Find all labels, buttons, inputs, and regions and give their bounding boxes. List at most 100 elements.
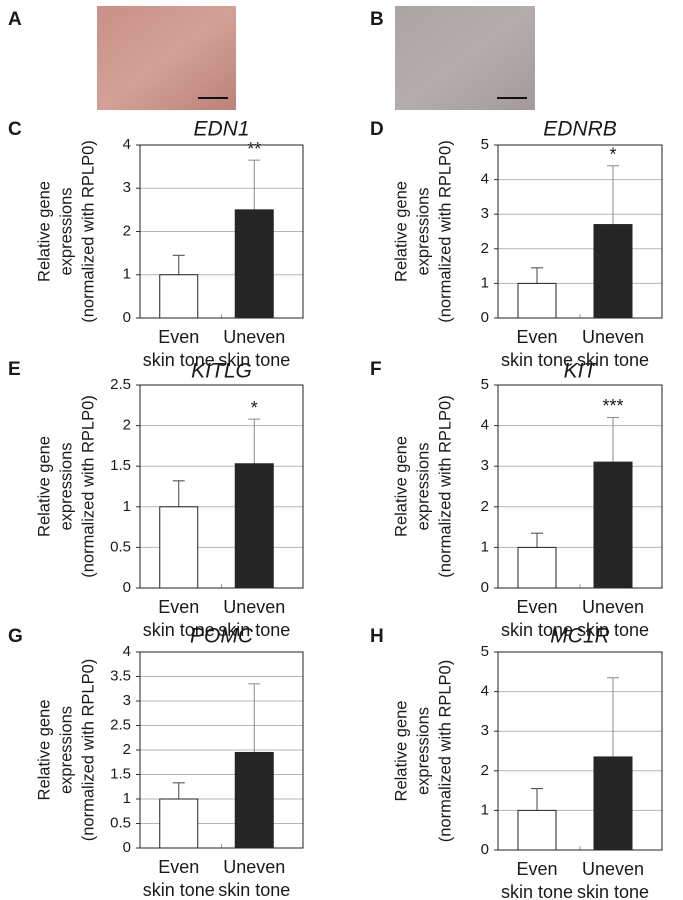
- y-axis-label: (normalized with RPLP0): [79, 140, 97, 322]
- bar: [234, 751, 274, 849]
- y-tick-label: 0: [481, 579, 489, 596]
- y-axis-label: Relative gene: [392, 701, 410, 802]
- y-axis-label: expressions: [57, 187, 75, 275]
- x-tick-label: Uneven: [223, 597, 285, 617]
- significance-label: ***: [602, 396, 623, 416]
- bar: [517, 809, 557, 851]
- x-tick-label: Even: [516, 859, 557, 879]
- y-axis-label: (normalized with RPLP0): [79, 659, 97, 841]
- x-tick-label: skin tone: [577, 350, 649, 370]
- panel-label: E: [8, 359, 21, 380]
- y-tick-label: 2: [123, 222, 131, 239]
- y-tick-label: 4: [123, 136, 131, 153]
- y-tick-label: 2.5: [110, 716, 131, 733]
- y-tick-label: 2: [123, 417, 131, 434]
- y-tick-label: 0: [123, 309, 131, 326]
- chart-title: MC1R: [550, 625, 610, 648]
- x-tick-label: Uneven: [582, 597, 644, 617]
- x-tick-label: skin tone: [218, 620, 290, 640]
- panel-label: C: [8, 119, 22, 140]
- y-tick-label: 3: [123, 179, 131, 196]
- x-tick-label: skin tone: [143, 620, 215, 640]
- x-tick-label: Uneven: [582, 859, 644, 879]
- x-tick-label: Uneven: [582, 327, 644, 347]
- chart-title: KITLG: [191, 360, 252, 383]
- y-tick-label: 5: [481, 136, 489, 153]
- y-tick-label: 3: [481, 205, 489, 222]
- y-tick-label: 1: [481, 538, 489, 555]
- plot-frame: [139, 144, 304, 319]
- y-tick-label: 0.5: [110, 538, 131, 555]
- y-axis-label: (normalized with RPLP0): [436, 660, 454, 842]
- bar: [234, 209, 274, 319]
- y-axis-label: (normalized with RPLP0): [436, 395, 454, 577]
- y-tick-label: 0: [123, 579, 131, 596]
- x-tick-label: Even: [516, 327, 557, 347]
- y-tick-label: 4: [481, 171, 489, 188]
- y-tick-label: 1: [123, 498, 131, 515]
- y-tick-label: 2: [481, 240, 489, 257]
- y-tick-label: 1: [481, 801, 489, 818]
- chart-title: EDN1: [193, 118, 249, 141]
- bar: [517, 282, 557, 319]
- y-tick-label: 0: [123, 839, 131, 856]
- y-tick-label: 1.5: [110, 457, 131, 474]
- y-axis-label: Relative gene: [392, 436, 410, 537]
- x-tick-label: skin tone: [501, 882, 573, 900]
- chart-title: KIT: [564, 360, 599, 383]
- panel-label: A: [8, 9, 22, 30]
- significance-label: *: [609, 145, 616, 165]
- x-tick-label: skin tone: [143, 350, 215, 370]
- y-tick-label: 1: [123, 790, 131, 807]
- y-axis-label: Relative gene: [392, 181, 410, 282]
- panel-label: D: [370, 119, 384, 140]
- skin-photo: [97, 6, 236, 110]
- x-tick-label: Uneven: [223, 327, 285, 347]
- x-tick-label: skin tone: [218, 880, 290, 900]
- bar: [234, 463, 274, 589]
- y-tick-label: 4: [481, 683, 489, 700]
- y-tick-label: 2.5: [110, 376, 131, 393]
- y-tick-label: 1.5: [110, 765, 131, 782]
- panel-label: B: [370, 9, 384, 30]
- y-axis-label: Relative gene: [35, 436, 53, 537]
- y-tick-label: 2: [481, 762, 489, 779]
- bar: [159, 274, 199, 319]
- y-tick-label: 4: [123, 643, 131, 660]
- significance-label: **: [247, 139, 261, 159]
- y-axis-label: expressions: [57, 706, 75, 794]
- y-tick-label: 0: [481, 841, 489, 858]
- x-tick-label: Even: [158, 857, 199, 877]
- y-tick-label: 1: [123, 266, 131, 283]
- y-axis-label: expressions: [414, 707, 432, 795]
- y-tick-label: 3: [123, 692, 131, 709]
- bar: [593, 224, 633, 319]
- y-tick-label: 4: [481, 417, 489, 434]
- y-tick-label: 0.5: [110, 814, 131, 831]
- x-tick-label: skin tone: [577, 620, 649, 640]
- bar: [593, 461, 633, 589]
- plot-frame: [139, 384, 304, 589]
- panel-label: H: [370, 626, 384, 647]
- y-tick-label: 3: [481, 457, 489, 474]
- skin-photo: [395, 6, 535, 110]
- panel-label: G: [8, 626, 23, 647]
- y-tick-label: 2: [481, 498, 489, 515]
- y-tick-label: 5: [481, 376, 489, 393]
- y-axis-label: Relative gene: [35, 181, 53, 282]
- x-tick-label: skin tone: [143, 880, 215, 900]
- y-tick-label: 5: [481, 643, 489, 660]
- plot-frame: [139, 651, 304, 849]
- chart-title: EDNRB: [543, 118, 617, 141]
- y-tick-label: 3: [481, 722, 489, 739]
- y-axis-label: Relative gene: [35, 700, 53, 801]
- x-tick-label: skin tone: [218, 350, 290, 370]
- y-axis-label: (normalized with RPLP0): [436, 140, 454, 322]
- bar: [517, 546, 557, 589]
- panel-label: F: [370, 359, 382, 380]
- x-tick-label: Even: [158, 327, 199, 347]
- x-tick-label: skin tone: [501, 620, 573, 640]
- y-tick-label: 3.5: [110, 667, 131, 684]
- plot-frame: [497, 384, 663, 589]
